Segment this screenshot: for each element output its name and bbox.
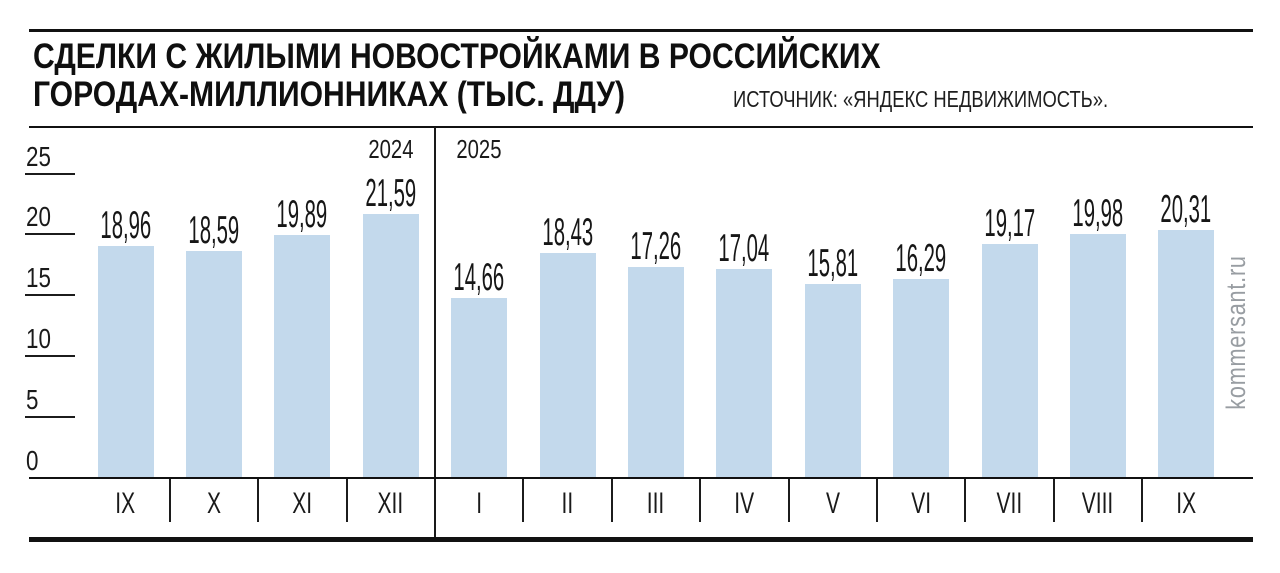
- bar-2024-XI: [274, 235, 331, 477]
- month-label-2025-I: I: [476, 487, 483, 520]
- month-separator: [168, 477, 171, 522]
- month-separator: [522, 477, 525, 522]
- bar-2025-I: [451, 298, 508, 477]
- month-label-2024-XII: XII: [377, 487, 404, 520]
- year-label-2024: 2024: [368, 134, 414, 164]
- month-label-2025-VII: VII: [996, 487, 1023, 520]
- month-separator: [964, 477, 967, 522]
- bar-value-label-2024-IX: 18,96: [100, 204, 151, 247]
- title-line-2: ГОРОДАХ-МИЛЛИОННИКАХ (ТЫС. ДДУ): [33, 75, 626, 114]
- top-rule: [29, 29, 1253, 32]
- month-separator: [699, 477, 702, 522]
- y-tick-label-15: 15: [26, 262, 51, 294]
- bar-2025-IV: [716, 269, 773, 477]
- bar-2025-IX: [1158, 230, 1215, 477]
- month-label-2025-VIII: VIII: [1082, 487, 1114, 520]
- y-tick-line-10: [25, 355, 75, 358]
- y-tick-line-5: [25, 416, 75, 419]
- month-label-2024-XI: XI: [292, 487, 313, 520]
- bar-2025-II: [539, 253, 596, 477]
- month-separator: [257, 477, 260, 522]
- title-line-1: СДЕЛКИ С ЖИЛЫМИ НОВОСТРОЙКАМИ В РОССИЙСК…: [33, 37, 881, 76]
- watermark: kommersant.ru: [1220, 254, 1251, 410]
- y-tick-label-20: 20: [26, 201, 51, 233]
- bar-2025-III: [627, 267, 684, 477]
- x-axis-baseline: [29, 477, 1253, 479]
- month-separator: [1141, 477, 1144, 522]
- bar-value-label-2024-XII: 21,59: [365, 172, 417, 215]
- bar-value-label-2025-V: 15,81: [807, 242, 859, 285]
- month-label-2024-X: X: [206, 487, 221, 520]
- source-label: ИСТОЧНИК: «ЯНДЕКС НЕДВИЖИМОСТЬ».: [733, 86, 1109, 112]
- y-tick-label-0: 0: [26, 445, 39, 476]
- bar-value-label-2025-II: 18,43: [542, 211, 593, 254]
- month-label-2024-IX: IX: [115, 487, 136, 520]
- month-label-2025-III: III: [647, 487, 665, 520]
- bar-value-label-2025-VI: 16,29: [895, 237, 947, 280]
- bar-value-label-2025-VIII: 19,98: [1072, 192, 1124, 235]
- bar-value-label-2025-VII: 19,17: [984, 202, 1035, 245]
- month-label-2025-V: V: [825, 487, 840, 520]
- bar-value-label-2024-X: 18,59: [188, 209, 240, 252]
- month-label-2025-VI: VI: [911, 487, 932, 520]
- month-label-2025-IV: IV: [734, 487, 755, 520]
- bar-2025-VIII: [1069, 234, 1126, 477]
- month-label-2025-II: II: [561, 487, 574, 520]
- y-tick-line-15: [25, 294, 75, 297]
- year-label-2025: 2025: [456, 134, 502, 164]
- bar-value-label-2025-I: 14,66: [453, 256, 505, 299]
- y-tick-label-10: 10: [26, 323, 51, 355]
- y-tick-label-25: 25: [26, 140, 51, 172]
- month-separator: [610, 477, 613, 522]
- bottom-rule: [29, 537, 1253, 542]
- year-divider-line: [434, 127, 436, 537]
- chart-top-rule: [29, 126, 1253, 128]
- bar-2024-IX: [97, 246, 154, 477]
- month-separator: [875, 477, 878, 522]
- bar-2024-X: [185, 251, 242, 477]
- bar-value-label-2024-XI: 19,89: [276, 193, 328, 236]
- bar-2025-VI: [893, 279, 950, 477]
- month-separator: [345, 477, 348, 522]
- y-tick-line-20: [25, 233, 75, 236]
- y-tick-label-5: 5: [26, 384, 39, 416]
- bar-value-label-2025-IV: 17,04: [718, 227, 770, 270]
- bar-value-label-2025-III: 17,26: [630, 225, 682, 268]
- bar-2024-XII: [362, 214, 419, 477]
- bar-2025-V: [804, 284, 861, 477]
- month-separator: [787, 477, 790, 522]
- month-label-2025-IX: IX: [1176, 487, 1197, 520]
- month-separator: [1052, 477, 1055, 522]
- chart-title: СДЕЛКИ С ЖИЛЫМИ НОВОСТРОЙКАМИ В РОССИЙСК…: [33, 38, 881, 114]
- bar-2025-VII: [981, 244, 1038, 477]
- bar-value-label-2025-IX: 20,31: [1160, 188, 1212, 231]
- y-tick-line-25: [25, 172, 75, 175]
